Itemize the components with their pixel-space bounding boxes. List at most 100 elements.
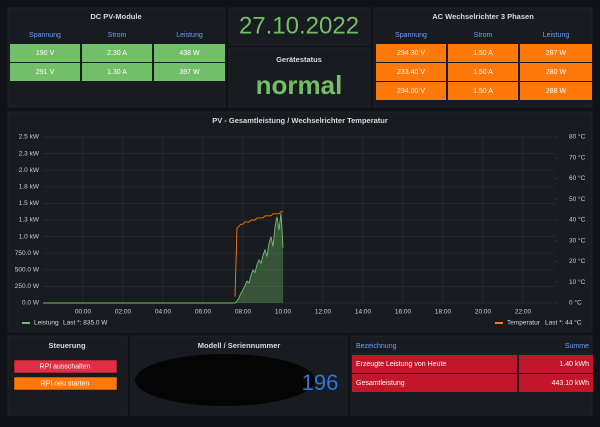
table-cell	[10, 63, 80, 81]
table-cell	[10, 44, 80, 62]
cell-text: 2.30 A	[107, 50, 127, 57]
y2-tick-label: 30 °C	[569, 236, 586, 244]
panel	[228, 47, 371, 108]
y-tick-label: 2.0 kW	[19, 167, 40, 174]
cell-text: 438 W	[179, 50, 200, 57]
date: 27.10.2022	[239, 12, 359, 39]
table-cell	[376, 44, 446, 62]
x-tick-label: 10:00	[275, 309, 292, 316]
y2-tick-label: 10 °C	[569, 278, 586, 286]
y2-tick-label: 70 °C	[569, 153, 586, 161]
panel-title: Modell / Seriennummer	[198, 341, 281, 350]
legend-label: Temperatur	[507, 320, 541, 327]
y-tick-label: 1.8 kW	[19, 184, 40, 191]
panel-title: DC PV-Module	[90, 12, 141, 21]
legend-swatch	[22, 322, 30, 324]
x-tick-label: 18:00	[435, 309, 452, 316]
line	[234, 211, 283, 297]
x-tick-label: 12:00	[315, 309, 332, 316]
table-cell	[82, 44, 152, 62]
cell-text: 291 V	[36, 69, 55, 76]
cell-text: 397 W	[179, 69, 200, 76]
legend-last: Last *: 835.0 W	[63, 320, 108, 327]
y-tick-label: 750.0 W	[15, 250, 40, 257]
column-header: Strom	[108, 32, 127, 39]
cell-text: 1.50 A	[473, 50, 493, 57]
x-tick-label: 04:00	[155, 309, 172, 316]
model-value: 196	[302, 370, 339, 395]
panel	[7, 111, 593, 333]
table-cell	[519, 355, 593, 373]
y2-tick-label: 0 °C	[569, 299, 582, 307]
cell-text: 287 W	[546, 50, 567, 57]
button[interactable]	[13, 376, 118, 391]
cell-text: 1.50 A	[473, 69, 493, 76]
table-cell	[448, 44, 518, 62]
redaction	[135, 354, 315, 406]
status-value: normal	[256, 70, 343, 100]
y-tick-label: 1.3 kW	[19, 217, 40, 224]
table-cell	[448, 63, 518, 81]
y-tick-label: 0.0 W	[22, 300, 40, 307]
table-cell	[519, 374, 593, 392]
y-tick-label: 1.0 kW	[19, 233, 40, 240]
y-tick-label: 2.3 kW	[19, 150, 40, 157]
table-cell	[376, 82, 446, 100]
cell-text: 288 W	[546, 88, 567, 95]
legend-swatch	[495, 322, 503, 324]
x-tick-label: 14:00	[355, 309, 372, 316]
table-cell	[352, 374, 517, 392]
column-header: Summe	[565, 343, 589, 350]
cell-text: 190 V	[36, 50, 55, 57]
table-cell	[82, 63, 152, 81]
column-header: Spannung	[29, 32, 61, 39]
table-cell	[352, 355, 517, 373]
button-label[interactable]: RPI neu starten	[41, 380, 90, 387]
line	[43, 213, 284, 304]
table-cell	[448, 82, 518, 100]
panel	[7, 335, 128, 416]
cell-text: 1.50 A	[473, 88, 493, 95]
table-cell	[520, 82, 592, 100]
legend-last: Last *: 44 °C	[545, 319, 582, 327]
y2-tick-label: 50 °C	[569, 195, 586, 203]
y-tick-label: 1.5 kW	[19, 200, 40, 207]
table-cell	[154, 44, 225, 62]
column-header: Leistung	[543, 32, 570, 39]
x-tick-label: 06:00	[195, 309, 212, 316]
y2-tick-label: 20 °C	[569, 257, 586, 265]
cell-text: 1.40 kWh	[559, 361, 589, 368]
y2-tick-label: 60 °C	[569, 174, 586, 182]
panel-title: Steuerung	[48, 341, 86, 350]
y-tick-label: 2.5 kW	[19, 134, 40, 141]
y-tick-label: 500.0 W	[15, 267, 40, 274]
cell-text: 233.40 V	[397, 69, 425, 76]
area	[43, 213, 283, 303]
column-header: Bezeichnung	[356, 343, 397, 350]
table-cell	[520, 44, 592, 62]
panel	[228, 7, 371, 46]
table-cell	[154, 63, 225, 81]
table-cell	[376, 63, 446, 81]
x-tick-label: 02:00	[115, 309, 132, 316]
panel-title: AC Wechselrichter 3 Phasen	[432, 12, 534, 21]
cell-text: 234.30 V	[397, 50, 425, 57]
x-tick-label: 16:00	[395, 309, 412, 316]
chart-title: PV - Gesamtleistung / Wechselrichter Tem…	[212, 116, 388, 125]
cell-text: 280 W	[546, 69, 567, 76]
y2-tick-label: 40 °C	[569, 216, 586, 224]
button-label[interactable]: RPI ausschalten	[40, 363, 91, 370]
x-tick-label: 22:00	[515, 309, 532, 316]
column-header: Leistung	[176, 32, 203, 39]
x-tick-label: 08:00	[235, 309, 252, 316]
cell-text: Erzeugte Leistung von Heute	[356, 361, 446, 368]
cell-text: 1.30 A	[107, 69, 127, 76]
cell-text: 234.00 V	[397, 88, 425, 95]
cell-text: Gesamtleistung	[356, 380, 405, 387]
y-tick-label: 250.0 W	[15, 283, 40, 290]
panel-title: Gerätestatus	[276, 55, 322, 64]
table-cell	[520, 63, 592, 81]
button[interactable]	[13, 359, 118, 374]
column-header: Spannung	[395, 32, 427, 39]
